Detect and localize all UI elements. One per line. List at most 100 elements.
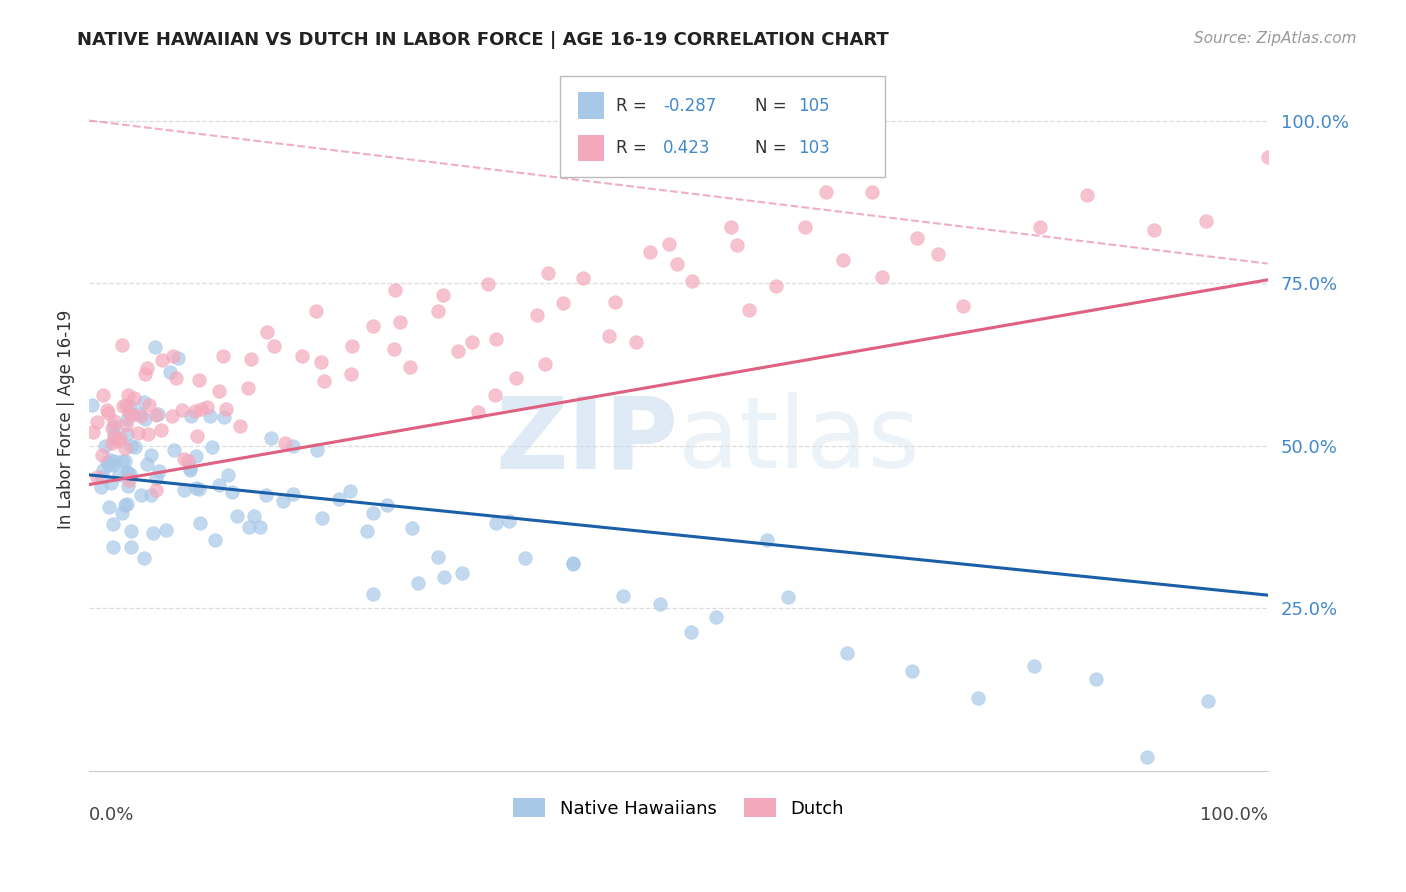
Point xyxy=(485,331,508,345)
Point xyxy=(1195,214,1218,228)
Point xyxy=(163,443,186,458)
Point xyxy=(108,467,131,482)
Point xyxy=(118,473,141,487)
Point xyxy=(86,416,108,430)
Point xyxy=(361,506,384,520)
Point xyxy=(256,325,278,339)
Point xyxy=(134,412,156,426)
Point xyxy=(97,500,120,514)
Point xyxy=(115,417,138,432)
Point xyxy=(129,409,152,423)
Point xyxy=(134,551,156,566)
Text: 0.423: 0.423 xyxy=(664,139,710,157)
Point xyxy=(226,509,249,524)
Point xyxy=(139,488,162,502)
Point xyxy=(136,426,159,441)
Point xyxy=(271,494,294,508)
Point xyxy=(107,434,129,449)
Point xyxy=(201,440,224,454)
Point xyxy=(603,295,626,310)
Point xyxy=(382,342,405,356)
Point xyxy=(114,442,136,456)
Point xyxy=(179,463,201,477)
Point xyxy=(103,418,125,433)
Point xyxy=(215,401,238,416)
Point xyxy=(149,423,172,437)
FancyBboxPatch shape xyxy=(561,76,884,178)
Point xyxy=(101,541,124,555)
Point xyxy=(311,511,333,525)
Point xyxy=(860,185,883,199)
Point xyxy=(101,421,124,435)
Point xyxy=(188,516,211,530)
Text: 103: 103 xyxy=(799,139,831,157)
Bar xyxy=(578,93,605,119)
Point xyxy=(124,440,146,454)
Point xyxy=(638,244,661,259)
Point xyxy=(406,575,429,590)
Point xyxy=(794,219,817,234)
Point xyxy=(139,448,162,462)
Text: atlas: atlas xyxy=(678,392,920,489)
Point xyxy=(361,587,384,601)
Point xyxy=(612,589,634,603)
Point xyxy=(117,479,139,493)
Point xyxy=(117,387,139,401)
Point xyxy=(131,488,153,502)
Point xyxy=(162,349,184,363)
Point xyxy=(101,435,124,450)
Point xyxy=(1022,659,1045,673)
Point xyxy=(927,247,949,261)
Point xyxy=(485,516,508,530)
Point xyxy=(120,540,142,554)
Point xyxy=(120,439,142,453)
Point xyxy=(148,464,170,478)
Point xyxy=(145,483,167,498)
Point xyxy=(115,398,138,412)
Point xyxy=(170,402,193,417)
Point xyxy=(526,308,548,322)
Point xyxy=(136,361,159,376)
Bar xyxy=(578,135,605,161)
Point xyxy=(384,284,406,298)
Point xyxy=(305,443,328,458)
Point xyxy=(361,319,384,334)
Point xyxy=(160,409,183,423)
Point xyxy=(681,274,703,288)
Point xyxy=(966,690,988,705)
Point xyxy=(127,426,149,441)
Text: N =: N = xyxy=(755,96,792,115)
Text: 0.0%: 0.0% xyxy=(89,805,135,824)
Point xyxy=(339,368,361,382)
Point xyxy=(426,304,449,318)
Point xyxy=(389,315,412,329)
Point xyxy=(401,521,423,535)
Point xyxy=(138,398,160,412)
Point xyxy=(498,514,520,528)
Point xyxy=(467,405,489,419)
Point xyxy=(111,453,134,467)
Point xyxy=(173,451,195,466)
Point xyxy=(905,230,928,244)
Point xyxy=(187,483,209,497)
Point xyxy=(1197,694,1219,708)
Text: R =: R = xyxy=(616,96,652,115)
Point xyxy=(901,664,924,678)
Point xyxy=(118,405,141,419)
Point xyxy=(1076,187,1098,202)
Point xyxy=(134,367,156,381)
Point xyxy=(725,238,748,252)
Point xyxy=(537,266,560,280)
Point xyxy=(91,463,114,477)
Point xyxy=(1136,750,1159,764)
Point xyxy=(198,409,221,423)
Point xyxy=(190,402,212,417)
Point xyxy=(212,349,235,363)
Point xyxy=(97,458,120,472)
Text: N =: N = xyxy=(755,139,792,157)
Point xyxy=(96,402,118,417)
Point xyxy=(94,438,117,452)
Point xyxy=(1257,150,1279,164)
Point xyxy=(177,454,200,468)
Point xyxy=(114,498,136,512)
